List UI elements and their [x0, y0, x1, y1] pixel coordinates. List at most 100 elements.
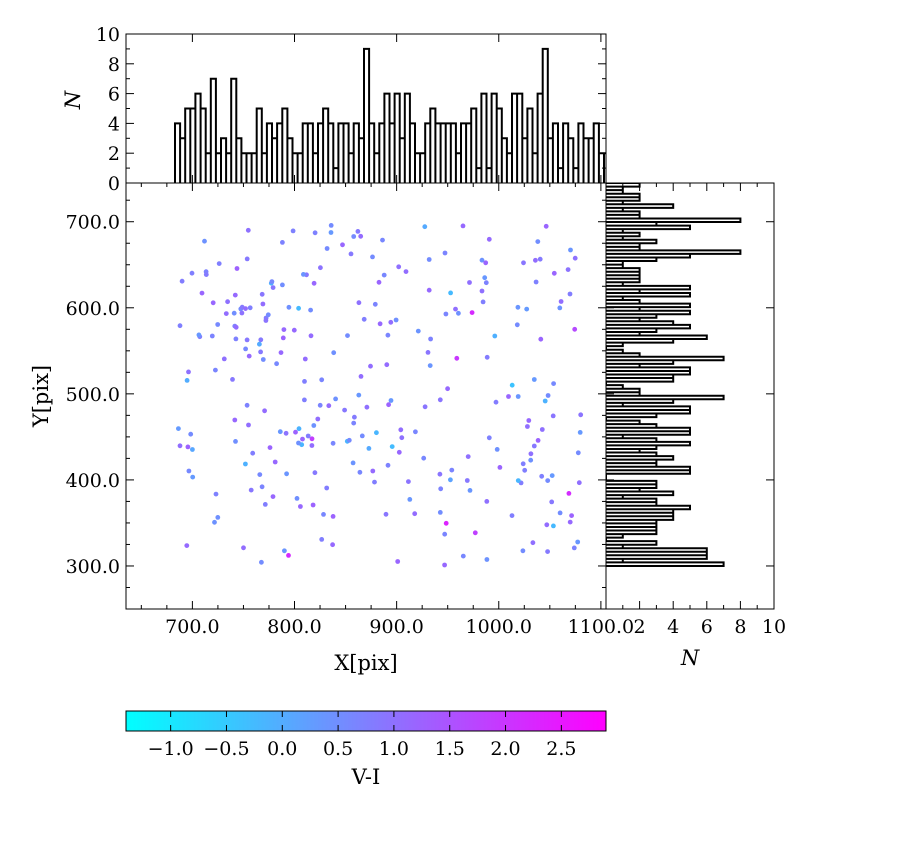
scatter-point — [351, 420, 357, 426]
scatter-point — [545, 549, 550, 554]
scatter-point — [179, 278, 185, 284]
scatter-point — [315, 416, 321, 422]
scatter-point — [386, 402, 391, 408]
scatter-point — [372, 301, 378, 307]
scatter-point — [395, 559, 401, 564]
scatter-point — [551, 523, 556, 529]
scatter-point — [385, 462, 391, 468]
scatter-point — [454, 355, 460, 361]
scatter-point — [428, 336, 433, 342]
scatter-point — [274, 361, 279, 367]
scatter-point — [544, 522, 550, 528]
scatter-point — [209, 333, 215, 339]
scatter-point — [202, 238, 207, 244]
scatter-point — [270, 494, 276, 499]
scatter-point — [262, 502, 268, 507]
scatter-point — [294, 496, 300, 501]
top-histogram-series — [174, 47, 606, 183]
scatter-point — [486, 435, 492, 441]
scatter-xtick-label: 1000.0 — [466, 616, 532, 638]
scatter-point — [247, 305, 253, 311]
scatter-point — [280, 335, 286, 341]
scatter-point — [233, 439, 238, 444]
scatter-point — [281, 327, 287, 332]
scatter-point — [291, 327, 297, 333]
scatter-point — [572, 255, 578, 261]
scatter-point — [558, 299, 564, 304]
scatter-xtick-label: 1100.0 — [568, 616, 634, 638]
scatter-point — [388, 319, 394, 325]
scatter-point — [263, 318, 269, 323]
scatter-point — [309, 436, 315, 442]
scatter-point — [520, 461, 526, 467]
colorbar-ticks: −1.0 −0.5 0.0 0.5 1.0 1.5 2.0 2.5 — [148, 711, 576, 760]
scatter-point — [437, 397, 443, 403]
scatter-point — [311, 423, 317, 428]
top-histogram-ytick-label: 8 — [108, 54, 120, 76]
scatter-point — [177, 443, 183, 449]
colorbar-gradient — [125, 710, 607, 732]
scatter-point — [215, 322, 221, 327]
scatter-point — [551, 270, 557, 276]
scatter-point — [412, 511, 418, 517]
scatter-point — [272, 459, 278, 465]
scatter-ticks: 700.0 800.0 900.0 1000.0 1100.0 300.0 400.0 500… — [66, 183, 634, 638]
scatter-point — [358, 233, 364, 239]
scatter-point — [340, 242, 345, 248]
scatter-point — [215, 515, 221, 520]
scatter-point — [465, 454, 471, 459]
scatter-point — [370, 254, 375, 260]
scatter-point — [301, 272, 306, 277]
colorbar-tick-label: 1.5 — [435, 738, 465, 760]
scatter-point — [345, 333, 350, 338]
scatter-point — [396, 264, 402, 270]
scatter-series — [176, 223, 584, 568]
scatter-point — [186, 369, 191, 375]
scatter-point — [407, 497, 413, 502]
scatter-point — [350, 460, 356, 466]
scatter-point — [509, 382, 515, 388]
scatter-ytick-label: 300.0 — [66, 556, 120, 578]
scatter-point — [333, 396, 338, 402]
scatter-point — [537, 256, 543, 262]
scatter-point — [506, 394, 511, 399]
scatter-point — [575, 539, 581, 545]
right-histogram-xtick-label: 10 — [762, 616, 786, 638]
scatter-point — [372, 479, 377, 485]
scatter-point — [449, 467, 455, 473]
scatter-point — [442, 250, 448, 256]
scatter-point — [239, 310, 245, 316]
right-histogram-frame — [605, 182, 775, 610]
scatter-point — [514, 322, 520, 328]
scatter-point — [230, 377, 235, 382]
scatter-point — [368, 363, 373, 369]
scatter-point — [176, 426, 181, 431]
scatter-point — [406, 479, 411, 484]
scatter-point — [486, 236, 492, 242]
scatter-point — [305, 433, 311, 439]
scatter-point — [533, 279, 539, 285]
scatter-point — [302, 356, 308, 362]
scatter-point — [535, 438, 541, 443]
scatter-point — [259, 559, 264, 565]
scatter-point — [259, 291, 265, 297]
scatter-xtick-label: 900.0 — [369, 616, 423, 638]
scatter-point — [464, 478, 470, 483]
scatter-point — [515, 304, 521, 310]
colorbar-tick-label: 0.0 — [267, 738, 297, 760]
scatter-point — [232, 417, 238, 423]
scatter-point — [223, 311, 229, 316]
scatter-point — [469, 310, 475, 315]
scatter-point — [497, 465, 503, 470]
scatter-point — [545, 478, 551, 483]
scatter-point — [260, 301, 266, 307]
colorbar-tick-label: 2.5 — [546, 738, 576, 760]
right-histogram-steps — [606, 183, 742, 567]
scatter-point — [280, 240, 285, 245]
scatter-point — [357, 469, 363, 475]
scatter-point — [577, 430, 583, 435]
scatter-ylabel: Y[pix] — [29, 365, 53, 428]
scatter-point — [351, 234, 357, 239]
right-histogram-panel: 2 4 6 8 10 N — [605, 182, 786, 670]
scatter-point — [210, 300, 216, 306]
